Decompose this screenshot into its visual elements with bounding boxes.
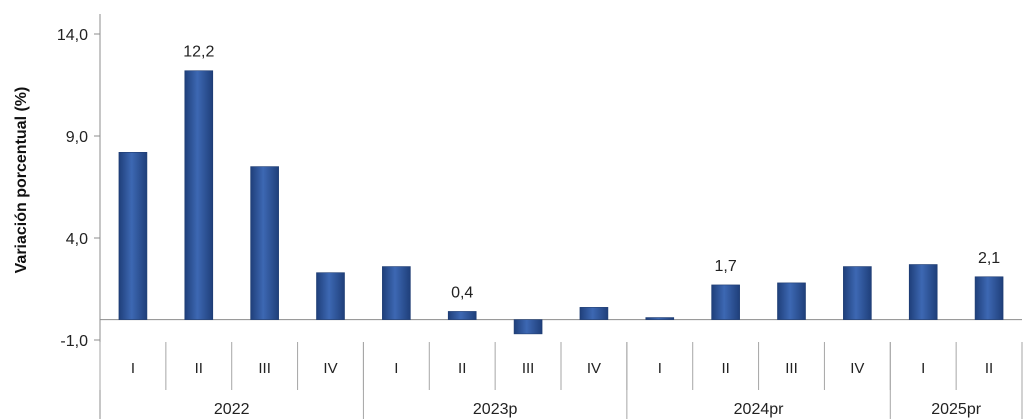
category-label: II bbox=[985, 360, 993, 377]
y-tick-label: 9,0 bbox=[66, 129, 88, 146]
y-tick-label: -1,0 bbox=[60, 333, 88, 350]
bar bbox=[250, 166, 279, 320]
year-label: 2023p bbox=[473, 401, 518, 418]
data-label: 12,2 bbox=[183, 44, 214, 61]
bar bbox=[184, 70, 214, 320]
year-label: 2024pr bbox=[734, 401, 784, 418]
category-label: I bbox=[921, 360, 925, 377]
data-label: 0,4 bbox=[451, 284, 473, 301]
data-labels: 12,2 0,4 1,7 2,1 bbox=[183, 44, 1000, 302]
data-label: 1,7 bbox=[715, 258, 737, 275]
bar bbox=[579, 307, 609, 320]
bar bbox=[908, 264, 938, 320]
bar bbox=[316, 272, 345, 320]
y-tick-label: 4,0 bbox=[66, 231, 88, 248]
category-label: IV bbox=[587, 360, 601, 377]
bar bbox=[447, 311, 477, 320]
y-tick-label: 14,0 bbox=[57, 27, 88, 44]
bar bbox=[118, 152, 148, 320]
category-label: I bbox=[394, 360, 398, 377]
year-label: 2022 bbox=[214, 401, 250, 418]
category-label: I bbox=[658, 360, 662, 377]
category-label: II bbox=[458, 360, 466, 377]
bar bbox=[843, 266, 872, 320]
year-label: 2025pr bbox=[931, 401, 981, 418]
y-ticks: 14,0 9,0 4,0 -1,0 bbox=[57, 27, 100, 350]
bar bbox=[513, 319, 543, 335]
category-label: II bbox=[721, 360, 729, 377]
category-label: I bbox=[131, 360, 135, 377]
category-label: IV bbox=[323, 360, 337, 377]
bar bbox=[645, 317, 675, 320]
category-label: III bbox=[522, 360, 535, 377]
bar bbox=[777, 282, 806, 320]
data-label: 2,1 bbox=[978, 250, 1000, 267]
bar bbox=[382, 266, 411, 320]
y-axis-title: Variación porcentual (%) bbox=[13, 87, 30, 274]
y-axis-title-group: Variación porcentual (%) bbox=[13, 87, 30, 274]
bar bbox=[711, 284, 740, 320]
category-label: III bbox=[258, 360, 271, 377]
bar bbox=[974, 276, 1004, 320]
category-label: II bbox=[195, 360, 203, 377]
bars bbox=[118, 70, 1004, 335]
x-groups: 2022 2023p 2024pr 2025pr bbox=[214, 342, 1023, 419]
x-categories: I II III IV I II III IV I II III IV I II bbox=[99, 342, 1023, 390]
category-label: III bbox=[785, 360, 798, 377]
category-label: IV bbox=[850, 360, 864, 377]
